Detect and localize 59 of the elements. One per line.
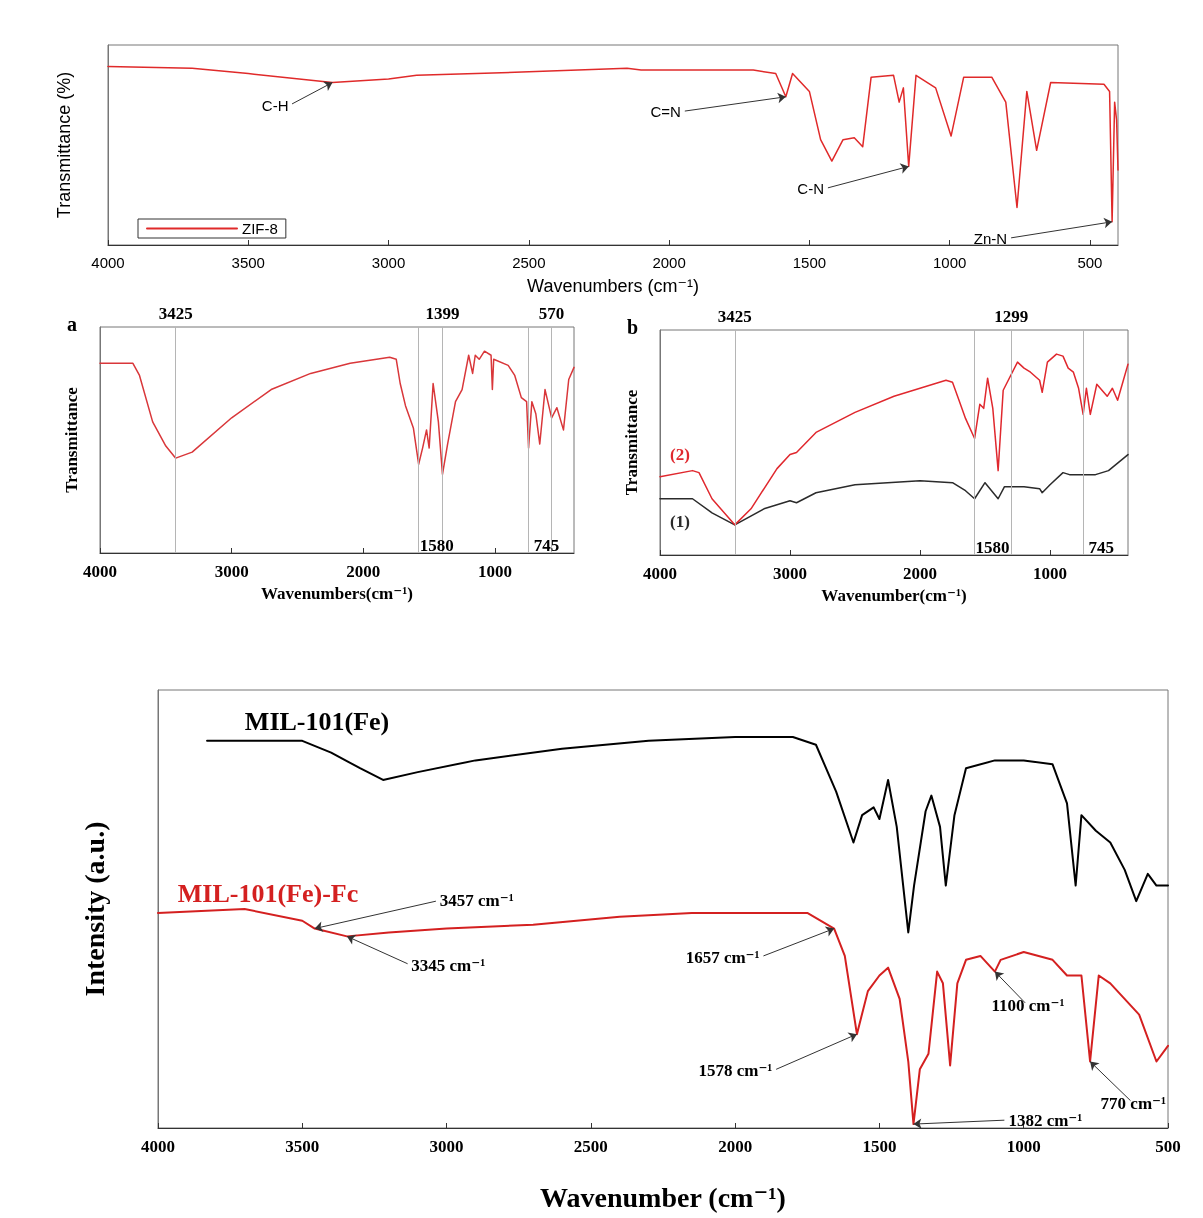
x-tick-label: 3000: [214, 562, 249, 581]
x-tick-label: 1500: [792, 254, 827, 271]
ref-line-label: 3425: [158, 304, 193, 323]
text: ZIF-8: [242, 220, 278, 237]
x-axis-title: Wavenumbers(cm⁻¹): [261, 584, 413, 603]
annotation: 1100 cm⁻¹: [991, 996, 1065, 1016]
x-tick-label: 2000: [652, 254, 686, 271]
x-tick-label: 4000: [643, 564, 677, 583]
annotation: 770 cm⁻¹: [1100, 1093, 1167, 1113]
x-tick-label: 2000: [903, 564, 937, 583]
x-tick-label: 4000: [141, 1137, 175, 1156]
x-tick-label: 2500: [573, 1137, 608, 1156]
series-label: MIL-101(Fe): [244, 707, 390, 737]
x-axis-title: Wavenumber(cm⁻¹): [821, 586, 967, 605]
x-tick-label: 500: [1077, 254, 1103, 271]
x-tick-label: 3000: [773, 564, 807, 583]
ref-line-label: 570: [538, 304, 565, 323]
annotation: C-N: [797, 180, 825, 198]
x-tick-label: 3000: [429, 1137, 464, 1156]
x-tick-label: 3500: [285, 1137, 320, 1156]
series-label: (2): [670, 444, 690, 464]
annotation: 3457 cm⁻¹: [439, 890, 514, 910]
annotation: 1657 cm⁻¹: [685, 947, 760, 967]
x-axis-title: Wavenumber (cm⁻¹): [540, 1181, 786, 1213]
ref-line-label: 1299: [994, 307, 1029, 326]
x-axis-title: Wavenumbers (cm⁻¹): [527, 276, 699, 296]
annotation: C=N: [650, 103, 681, 121]
annotation: 1578 cm⁻¹: [698, 1061, 773, 1081]
ref-line-label: 1399: [425, 304, 460, 323]
annotation: 3345 cm⁻¹: [411, 955, 486, 975]
x-tick-label: 4000: [83, 562, 117, 581]
x-tick-label: 2000: [346, 562, 381, 581]
series-label: (1): [670, 511, 690, 531]
chart-title: b: [627, 316, 639, 338]
x-tick-label: 1000: [478, 562, 512, 581]
annotation: Zn-N: [973, 229, 1008, 247]
ref-line-label: 1580: [419, 536, 454, 555]
x-tick-label: 2000: [718, 1137, 753, 1156]
ref-line-label: 3425: [717, 307, 752, 326]
x-tick-label: 1000: [1033, 564, 1067, 583]
ref-line-label: 745: [1088, 538, 1114, 557]
annotation: 1382 cm⁻¹: [1008, 1110, 1083, 1130]
x-tick-label: 1000: [1006, 1137, 1041, 1156]
x-tick-label: 500: [1155, 1137, 1181, 1156]
y-axis-title: Transmittance (%): [54, 71, 74, 219]
chart-title: a: [67, 313, 77, 335]
x-tick-label: 2500: [512, 254, 546, 271]
y-axis-title: Transmittance: [622, 389, 641, 496]
x-tick-label: 3000: [371, 254, 406, 271]
x-tick-label: 1000: [932, 254, 967, 271]
y-axis-title: Transmittance: [62, 386, 81, 493]
x-tick-label: 4000: [91, 254, 125, 271]
ref-line-label: 1580: [975, 538, 1010, 557]
series-label: MIL-101(Fe)-Fc: [177, 879, 359, 909]
annotation: C-H: [261, 97, 289, 115]
x-tick-label: 3500: [231, 254, 265, 271]
ref-line-label: 745: [533, 536, 560, 555]
y-axis-title: Intensity (a.u.): [78, 821, 110, 997]
x-tick-label: 1500: [862, 1137, 897, 1156]
